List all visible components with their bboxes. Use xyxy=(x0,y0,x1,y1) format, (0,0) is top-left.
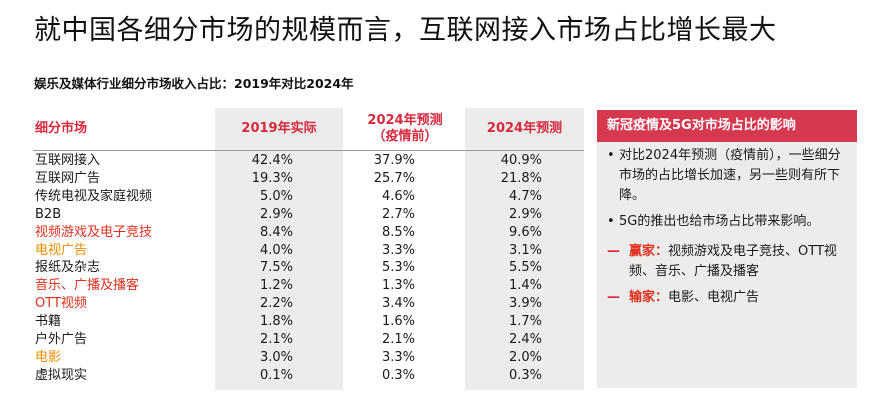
column-shade-2019 xyxy=(215,108,343,390)
value-2019-actual: 2.9% xyxy=(259,206,293,222)
value-2024-forecast: 2.9% xyxy=(508,206,542,222)
value-2019-actual: 4.0% xyxy=(259,242,293,258)
header-2024-pre-covid-line2: （疫情前） xyxy=(372,129,438,144)
losers-item: — 输家：电影、电视广告 xyxy=(607,288,842,308)
dash-icon: — xyxy=(607,290,620,305)
segment-name: 书籍 xyxy=(35,314,62,330)
value-2019-actual: 2.2% xyxy=(259,296,293,312)
table-row: 书籍 1.8% 1.6% 1.7% xyxy=(33,314,584,331)
segment-name: 电影 xyxy=(35,349,62,365)
header-2024-pre-covid: 2024年预测 （疫情前） xyxy=(345,108,465,150)
value-2019-actual: 7.5% xyxy=(259,260,293,276)
value-2024-forecast: 5.5% xyxy=(508,260,542,276)
value-2024-pre-covid: 25.7% xyxy=(373,170,415,186)
segment-name: 音乐、广播及播客 xyxy=(35,278,140,294)
table-row: OTT视频 2.2% 3.4% 3.9% xyxy=(33,296,584,313)
value-2019-actual: 2.1% xyxy=(259,332,293,347)
value-2019-actual: 1.2% xyxy=(259,278,293,294)
header-2019-actual: 2019年实际 xyxy=(241,121,317,136)
value-2024-pre-covid: 3.4% xyxy=(381,296,415,312)
table-row: 音乐、广播及播客 1.2% 1.3% 1.4% xyxy=(33,278,584,295)
value-2024-forecast: 1.7% xyxy=(508,314,542,330)
winners-label: 赢家： xyxy=(629,244,669,259)
value-2024-pre-covid: 1.3% xyxy=(381,278,415,294)
value-2024-pre-covid: 37.9% xyxy=(373,153,415,168)
value-2024-forecast: 2.4% xyxy=(508,332,542,347)
dash-icon: — xyxy=(607,244,620,259)
column-shade-2024 xyxy=(465,108,584,390)
winners-item: — 赢家：视频游戏及电子竞技、OTT视频、音乐、广播及播客 xyxy=(607,242,842,282)
value-2024-forecast: 2.0% xyxy=(508,349,542,365)
value-2024-pre-covid: 4.6% xyxy=(381,188,415,204)
value-2019-actual: 3.0% xyxy=(259,349,293,365)
page-title: 就中国各细分市场的规模而言，互联网接入市场占比增长最大 xyxy=(34,15,777,46)
bullet-text-5g: 5G的推出也给市场占比带来影响。 xyxy=(619,214,820,229)
segment-name: 报纸及杂志 xyxy=(35,260,101,276)
segment-name: 电视广告 xyxy=(35,242,88,258)
segment-name: 互联网接入 xyxy=(35,153,101,168)
table-row: 电影 3.0% 3.3% 2.0% xyxy=(33,350,584,367)
value-2024-pre-covid: 2.1% xyxy=(381,332,415,347)
header-segment: 细分市场 xyxy=(35,121,88,136)
segment-name: 互联网广告 xyxy=(35,170,101,186)
segment-name: 视频游戏及电子竞技 xyxy=(35,224,153,240)
value-2024-pre-covid: 3.3% xyxy=(381,242,415,258)
table-row: B2B 2.9% 2.7% 2.9% xyxy=(33,207,584,224)
winners-text: 视频游戏及电子竞技、OTT视频、音乐、广播及播客 xyxy=(629,244,837,279)
value-2024-pre-covid: 5.3% xyxy=(381,260,415,276)
value-2024-pre-covid: 8.5% xyxy=(381,224,415,240)
bullet-item: • 对比2024年预测（疫情前），一些细分市场的占比增长加速，另一些则有所下降。 xyxy=(607,146,842,206)
header-2024-forecast: 2024年预测 xyxy=(486,121,563,136)
header-2024-pre-covid-line1: 2024年预测 xyxy=(367,113,443,128)
value-2019-actual: 0.1% xyxy=(259,367,293,383)
value-2024-forecast: 1.4% xyxy=(508,278,542,294)
table-subtitle: 娱乐及媒体行业细分市场收入占比：2019年对比2024年 xyxy=(34,76,354,91)
value-2024-forecast: 40.9% xyxy=(500,153,542,168)
segment-name: B2B xyxy=(35,206,62,222)
losers-text: 电影、电视广告 xyxy=(668,290,760,305)
impact-panel-heading: 新冠疫情及5G对市场占比的影响 xyxy=(597,110,857,142)
bullet-item: • 5G的推出也给市场占比带来影响。 xyxy=(607,212,842,232)
table-row: 互联网接入 42.4% 37.9% 40.9% xyxy=(33,153,584,170)
value-2024-forecast: 0.3% xyxy=(508,367,542,383)
bullet-text-forecast: 对比2024年预测（疫情前），一些细分市场的占比增长加速，另一些则有所下降。 xyxy=(619,148,841,203)
segment-name: 虚拟现实 xyxy=(35,367,88,383)
table-row: 虚拟现实 0.1% 0.3% 0.3% xyxy=(33,368,584,385)
value-2024-forecast: 9.6% xyxy=(508,224,542,240)
value-2019-actual: 1.8% xyxy=(259,314,293,330)
value-2024-pre-covid: 1.6% xyxy=(381,314,415,330)
value-2024-pre-covid: 0.3% xyxy=(381,367,415,383)
value-2024-forecast: 3.9% xyxy=(508,296,542,312)
segment-name: 户外广告 xyxy=(35,332,88,347)
value-2024-pre-covid: 3.3% xyxy=(381,349,415,365)
bullet-icon: • xyxy=(607,214,615,229)
value-2024-forecast: 3.1% xyxy=(508,242,542,258)
losers-label: 输家： xyxy=(629,290,669,305)
segment-name: 传统电视及家庭视频 xyxy=(35,188,153,204)
table-row: 传统电视及家庭视频 5.0% 4.6% 4.7% xyxy=(33,189,584,206)
value-2019-actual: 42.4% xyxy=(251,153,293,168)
table-row: 互联网广告 19.3% 25.7% 21.8% xyxy=(33,171,584,188)
share-table: 细分市场 2019年实际 2024年预测 （疫情前） 2024年预测 互联网接入… xyxy=(33,108,584,390)
segment-name: OTT视频 xyxy=(35,296,87,312)
value-2024-forecast: 21.8% xyxy=(500,170,542,186)
table-row: 电视广告 4.0% 3.3% 3.1% xyxy=(33,243,584,260)
header-divider xyxy=(33,150,584,151)
table-row: 报纸及杂志 7.5% 5.3% 5.5% xyxy=(33,260,584,277)
value-2019-actual: 5.0% xyxy=(259,188,293,204)
value-2019-actual: 8.4% xyxy=(259,224,293,240)
value-2024-pre-covid: 2.7% xyxy=(381,206,415,222)
table-row: 户外广告 2.1% 2.1% 2.4% xyxy=(33,332,584,349)
bullet-icon: • xyxy=(607,148,615,163)
value-2024-forecast: 4.7% xyxy=(508,188,542,204)
table-row: 视频游戏及电子竞技 8.4% 8.5% 9.6% xyxy=(33,225,584,242)
impact-panel: 新冠疫情及5G对市场占比的影响 • 对比2024年预测（疫情前），一些细分市场的… xyxy=(597,110,857,388)
value-2019-actual: 19.3% xyxy=(251,170,293,186)
